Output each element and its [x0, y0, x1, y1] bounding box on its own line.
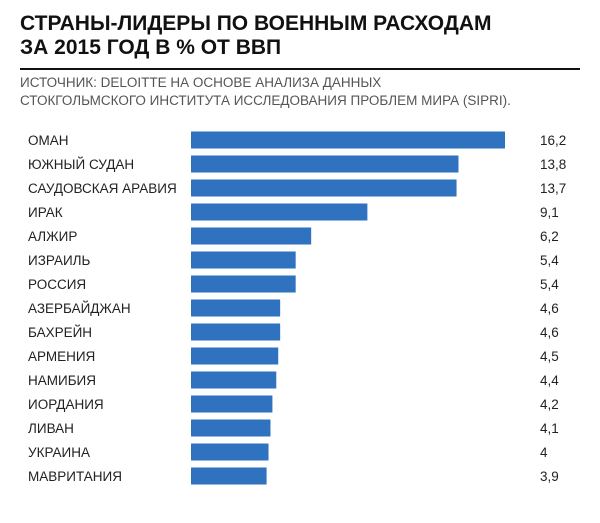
category-label: ЛИВАН: [28, 421, 74, 436]
category-label: НАМИБИЯ: [28, 373, 96, 388]
category-label: САУДОВСКАЯ АРАВИЯ: [28, 181, 177, 196]
category-label: УКРАИНА: [28, 445, 90, 460]
value-label: 9,1: [540, 205, 559, 220]
category-label: АРМЕНИЯ: [28, 349, 95, 364]
value-label: 13,8: [540, 157, 566, 172]
bar: [191, 251, 296, 269]
category-label: БАХРЕЙН: [28, 325, 92, 340]
value-label: 13,7: [540, 181, 566, 196]
category-label: ЮЖНЫЙ СУДАН: [28, 157, 134, 172]
bar: [191, 131, 505, 149]
bar: [191, 323, 281, 341]
bar: [191, 227, 312, 245]
value-label: 6,2: [540, 229, 559, 244]
value-label: 16,2: [540, 133, 566, 148]
bar: [191, 395, 273, 413]
chart-title-line-2: ЗА 2015 ГОД В % ОТ ВВП: [20, 36, 282, 59]
category-label: ИРАК: [28, 205, 63, 220]
bar: [191, 443, 269, 461]
value-label: 5,4: [540, 253, 559, 268]
category-label: ИОРДАНИЯ: [28, 397, 104, 412]
bar: [191, 275, 296, 293]
bar: [191, 347, 279, 365]
value-label: 4,1: [540, 421, 559, 436]
title-divider: [20, 68, 580, 70]
bar: [191, 467, 267, 485]
bar: [191, 203, 368, 221]
category-label: ОМАН: [28, 133, 69, 148]
chart-source: ИСТОЧНИК: DELOITTE НА ОСНОВЕ АНАЛИЗА ДАН…: [20, 74, 590, 110]
bar: [191, 419, 271, 437]
source-line-1: ИСТОЧНИК: DELOITTE НА ОСНОВЕ АНАЛИЗА ДАН…: [20, 75, 382, 90]
source-line-2: СТОКГОЛЬМСКОГО ИНСТИТУТА ИССЛЕДОВАНИЯ ПР…: [20, 93, 511, 108]
bar: [191, 179, 457, 197]
value-label: 4,2: [540, 397, 559, 412]
category-label: ИЗРАИЛЬ: [28, 253, 91, 268]
bar: [191, 371, 277, 389]
category-label: АЗЕРБАЙДЖАН: [28, 301, 131, 316]
value-label: 5,4: [540, 277, 559, 292]
value-label: 4: [540, 445, 548, 460]
category-label: РОССИЯ: [28, 277, 86, 292]
bar: [191, 299, 281, 317]
bar: [191, 155, 459, 173]
chart-title: СТРАНЫ-ЛИДЕРЫ ПО ВОЕННЫМ РАСХОДАМ ЗА 201…: [20, 12, 580, 60]
value-label: 4,5: [540, 349, 559, 364]
value-label: 4,6: [540, 301, 559, 316]
chart-title-line-1: СТРАНЫ-ЛИДЕРЫ ПО ВОЕННЫМ РАСХОДАМ: [20, 12, 492, 35]
category-label: АЛЖИР: [28, 229, 77, 244]
category-label: МАВРИТАНИЯ: [28, 469, 122, 484]
value-label: 3,9: [540, 469, 559, 484]
value-label: 4,6: [540, 325, 559, 340]
value-label: 4,4: [540, 373, 559, 388]
